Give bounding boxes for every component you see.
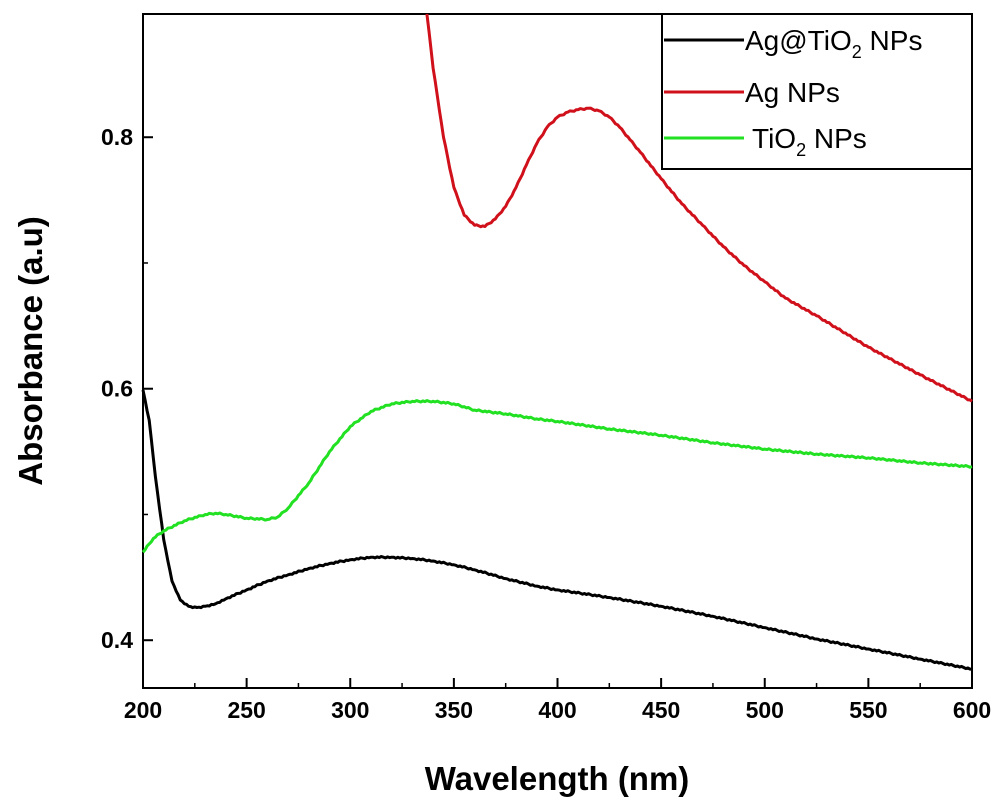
x-tick-label-300: 300 (331, 697, 369, 723)
x-tick-label-500: 500 (746, 697, 784, 723)
x-tick-label-550: 550 (849, 697, 887, 723)
y-axis-title: Absorbance (a.u) (12, 216, 49, 486)
series-layer (141, 13, 973, 671)
x-tick-label-600: 600 (953, 697, 991, 723)
y-tick-label-0.6: 0.6 (101, 376, 133, 402)
y-tick-label-0.4: 0.4 (101, 627, 133, 653)
x-axis: 200 250 300 350 400 450 500 550 600 (124, 678, 991, 723)
x-tick-label-250: 250 (227, 697, 265, 723)
legend: Ag@TiO2 NPs Ag NPs TiO2 NPs (661, 13, 973, 170)
x-tick-label-400: 400 (538, 697, 576, 723)
legend-label-2: TiO2 NPs (752, 123, 867, 160)
y-tick-label-0.8: 0.8 (101, 124, 133, 150)
x-tick-label-350: 350 (435, 697, 473, 723)
series-line-0 (141, 389, 972, 671)
x-tick-label-200: 200 (124, 697, 162, 723)
x-tick-label-450: 450 (642, 697, 680, 723)
y-axis: 0.4 0.6 0.8 (101, 124, 153, 653)
x-axis-title: Wavelength (nm) (425, 760, 690, 797)
legend-label-1: Ag NPs (745, 77, 840, 108)
series-line-2 (141, 399, 973, 554)
legend-label-0: Ag@TiO2 NPs (745, 25, 922, 62)
series-line-1 (425, 13, 973, 403)
